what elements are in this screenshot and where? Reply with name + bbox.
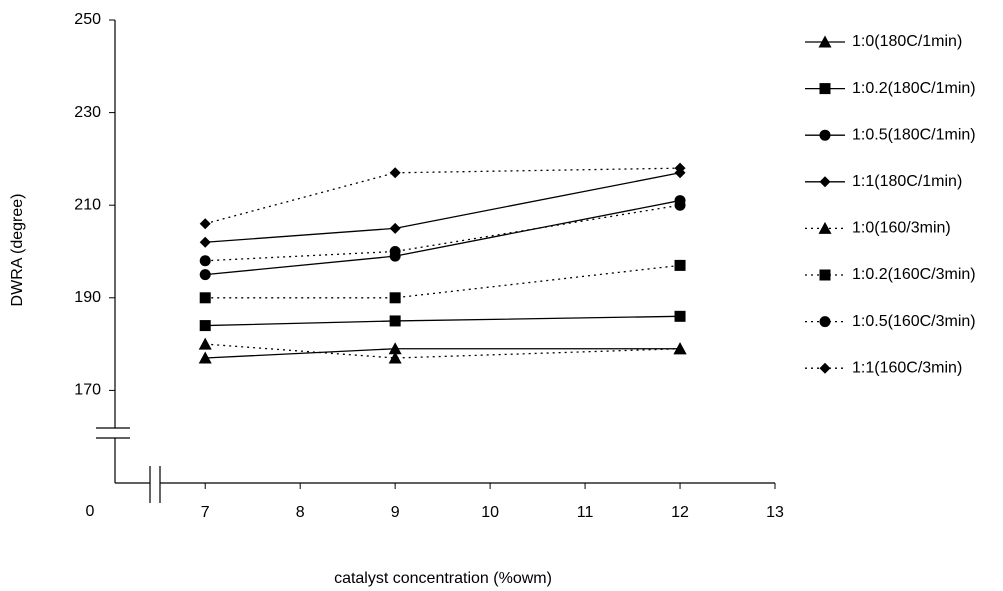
data-point (673, 342, 687, 355)
x-tick-label: 11 (577, 504, 594, 521)
legend-label: 1:0.2(160C/3min) (852, 266, 976, 283)
legend-marker (819, 362, 831, 374)
data-point (389, 315, 401, 327)
data-point (199, 218, 211, 230)
legend-label: 1:0.5(180C/1min) (852, 126, 976, 143)
x-tick-label: 10 (481, 504, 499, 521)
data-point (389, 167, 401, 179)
data-point (674, 259, 686, 271)
y-tick-label: 170 (74, 382, 101, 399)
y-tick-label: 250 (74, 11, 101, 28)
origin-label: 0 (86, 503, 95, 520)
data-point (198, 337, 212, 350)
x-axis-label: catalyst concentration (%owm) (334, 570, 552, 587)
legend-label: 1:0.2(180C/1min) (852, 80, 976, 97)
data-point (198, 351, 212, 364)
data-point (199, 320, 211, 332)
data-point (389, 222, 401, 234)
data-point (674, 310, 686, 322)
legend-marker (819, 316, 831, 328)
legend-label: 1:0(180C/1min) (852, 33, 962, 50)
legend-label: 1:0(160/3min) (852, 220, 951, 237)
y-tick-label: 230 (74, 104, 101, 121)
legend-marker (819, 269, 831, 281)
data-point (389, 292, 401, 304)
data-point (674, 199, 686, 211)
y-axis-break-gap (96, 428, 130, 438)
legend-marker (818, 35, 832, 48)
legend-marker (819, 83, 831, 95)
data-point (199, 292, 211, 304)
x-tick-label: 9 (391, 504, 400, 521)
data-point (199, 255, 211, 267)
data-point (388, 342, 402, 355)
legend-marker (819, 129, 831, 141)
x-tick-label: 12 (671, 504, 689, 521)
y-tick-label: 190 (74, 289, 101, 306)
y-tick-label: 210 (74, 196, 101, 213)
x-tick-label: 8 (296, 504, 305, 521)
legend-marker (819, 176, 831, 188)
x-tick-label: 13 (766, 504, 784, 521)
data-point (674, 162, 686, 174)
x-tick-label: 7 (201, 504, 210, 521)
y-axis-label: DWRA (degree) (9, 194, 26, 307)
data-point (199, 269, 211, 281)
legend-label: 1:1(180C/1min) (852, 173, 962, 190)
x-axis-break-gap (150, 466, 160, 502)
data-point (389, 246, 401, 257)
legend-marker (818, 221, 832, 234)
data-point (199, 236, 211, 248)
legend-label: 1:1(160C/3min) (852, 359, 962, 376)
legend-label: 1:0.5(160C/3min) (852, 313, 976, 330)
data-point (388, 351, 402, 364)
